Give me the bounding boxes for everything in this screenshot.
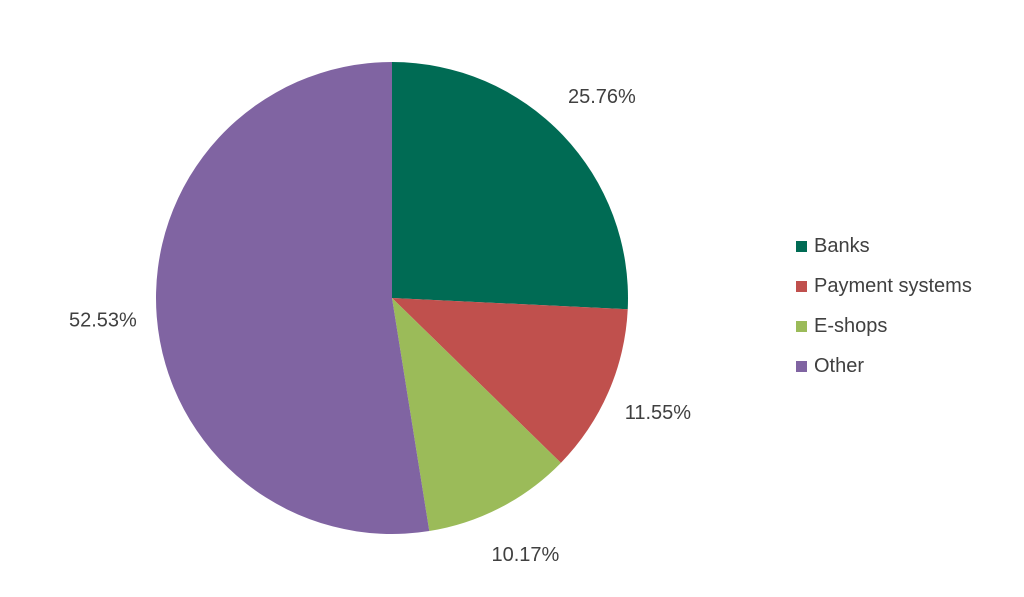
chart-legend: Banks Payment systems E-shops Other	[796, 226, 972, 386]
pie-slice-e-shops	[392, 298, 561, 532]
legend-item-other: Other	[796, 346, 972, 386]
legend-swatch-e-shops	[796, 320, 807, 332]
legend-item-payment-systems: Payment systems	[796, 266, 972, 306]
pie-slice-banks	[392, 62, 628, 310]
data-label-e-shops: 10.17%	[492, 544, 560, 566]
legend-item-banks: Banks	[796, 226, 972, 266]
pie-slice-payment-systems	[392, 298, 628, 463]
pie-slice-other	[155, 62, 430, 534]
legend-item-e-shops: E-shops	[796, 306, 972, 346]
data-label-other: 52.53%	[69, 309, 137, 331]
legend-label-other: Other	[814, 354, 865, 377]
legend-label-payment-systems: Payment systems	[814, 274, 972, 297]
legend-swatch-other	[796, 360, 807, 372]
legend-label-e-shops: E-shops	[814, 314, 888, 337]
legend-swatch-banks	[796, 240, 807, 252]
data-label-payment-systems: 11.55%	[625, 402, 692, 424]
legend-label-banks: Banks	[814, 234, 870, 257]
legend-swatch-payment-systems	[796, 280, 807, 292]
data-label-banks: 25.76%	[568, 86, 636, 108]
